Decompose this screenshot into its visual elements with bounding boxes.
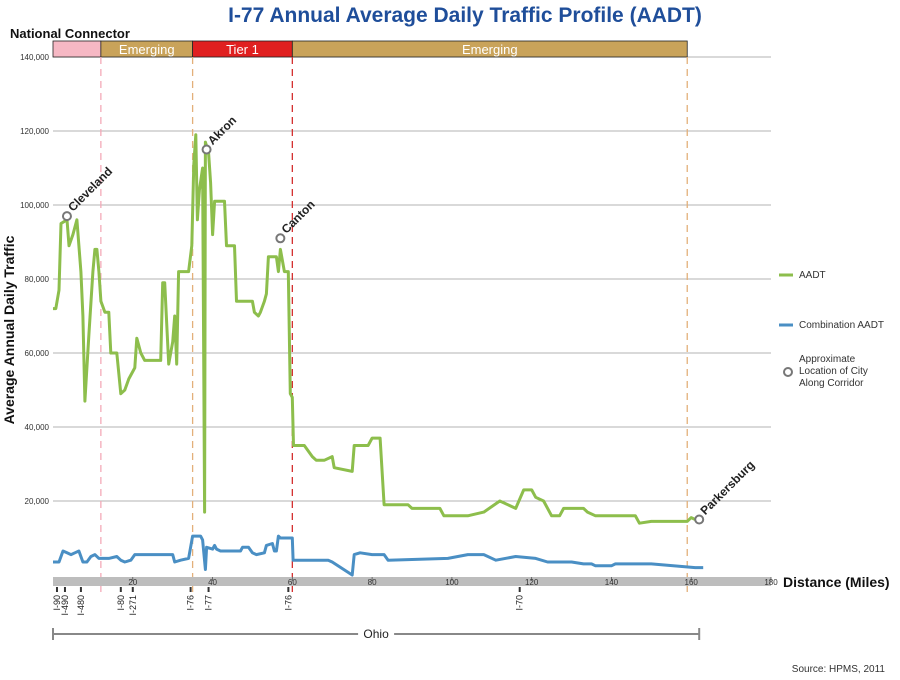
legend-label: Approximate Location of City Along Corrido… <box>799 354 868 389</box>
city-label: Canton <box>279 197 318 236</box>
corridor-segment <box>291 40 688 58</box>
interstate-tick <box>287 587 290 592</box>
city-marker-icon <box>694 514 705 525</box>
grid-layer <box>53 56 771 502</box>
y-axis-ticks: 20,000 40,000 60,000 80,000 100,000 120,000 14… <box>20 53 49 506</box>
x-axis: 20 40 60 80 100 120 140 160 180 <box>53 577 778 587</box>
city-marker-icon <box>61 211 72 222</box>
y-tick-label: 80,000 <box>25 275 50 284</box>
y-tick-label: 60,000 <box>25 349 50 358</box>
state-extent: Ohio <box>52 626 701 641</box>
x-tick-label: 160 <box>685 578 699 587</box>
interstate-label: I-80 <box>116 595 126 611</box>
x-tick-label: 40 <box>208 578 217 587</box>
corridor-segment-label: Tier 1 <box>226 42 259 57</box>
y-tick-label: 140,000 <box>20 53 49 62</box>
interstate-tick <box>55 587 58 592</box>
x-tick-label: 120 <box>525 578 539 587</box>
interstate-tick <box>518 587 521 592</box>
source-note: Source: HPMS, 2011 <box>792 664 886 675</box>
interstate-label: I-90 <box>52 595 62 611</box>
x-tick-label: 80 <box>368 578 377 587</box>
interstate-tick <box>131 587 134 592</box>
city-label: Akron <box>205 113 239 147</box>
corridor-segment-label: Emerging <box>462 42 518 57</box>
city-marker-icon <box>201 144 212 155</box>
legend-label: AADT <box>799 270 826 281</box>
corridor-header-label: National Connector <box>10 26 130 41</box>
interstate-tick <box>119 587 122 592</box>
x-tick-label: 140 <box>605 578 619 587</box>
interstate-tick <box>189 587 192 592</box>
state-label-bg <box>358 626 395 641</box>
legend-marker-icon <box>783 367 793 377</box>
series-layer <box>53 133 704 577</box>
interstate-tick <box>79 587 82 592</box>
interstate-label: I-70 <box>515 595 525 611</box>
city-label: Cleveland <box>65 164 115 214</box>
x-axis-label: Distance (Miles) <box>783 574 890 590</box>
corridor-dividers <box>100 57 688 592</box>
x-tick-label: 60 <box>288 578 297 587</box>
interstate-label: I-77 <box>204 595 214 611</box>
y-axis-label: Average Annual Daily Traffic <box>1 235 17 424</box>
y-tick-label: 120,000 <box>20 127 49 136</box>
y-tick-label: 40,000 <box>25 423 50 432</box>
y-tick-label: 20,000 <box>25 497 50 506</box>
chart-title: I-77 Annual Average Daily Traffic Profil… <box>228 4 702 27</box>
corridor-band: Emerging Tier 1 Emerging <box>52 40 688 58</box>
interstate-markers: I-90I-490 I-480 I-80 I-271 I-76 I-77 I-76 I-70 <box>52 587 525 616</box>
series-line <box>53 534 704 577</box>
legend-label: Combination AADT <box>799 320 884 331</box>
interstate-label: I-271 <box>128 595 138 616</box>
series-line <box>53 133 696 525</box>
interstate-tick <box>63 587 66 592</box>
interstate-label: I-480 <box>76 595 86 616</box>
interstate-label: I-76 <box>283 595 293 611</box>
x-tick-label: 20 <box>128 578 137 587</box>
legend: AADT Combination AADT Approximate Location … <box>779 270 884 389</box>
state-label: Ohio <box>363 627 389 641</box>
interstate-label: I-490 <box>60 595 70 616</box>
interstate-label: I-76 <box>186 595 196 611</box>
y-tick-label: 100,000 <box>20 201 49 210</box>
interstate-tick <box>207 587 210 592</box>
city-label: Parkersburg <box>697 458 757 518</box>
city-marker-icon <box>275 233 286 244</box>
x-tick-label: 180 <box>764 578 778 587</box>
corridor-segment <box>52 40 102 58</box>
x-axis-bar <box>53 577 771 586</box>
x-tick-label: 100 <box>445 578 459 587</box>
corridor-segment-label: Emerging <box>119 42 175 57</box>
